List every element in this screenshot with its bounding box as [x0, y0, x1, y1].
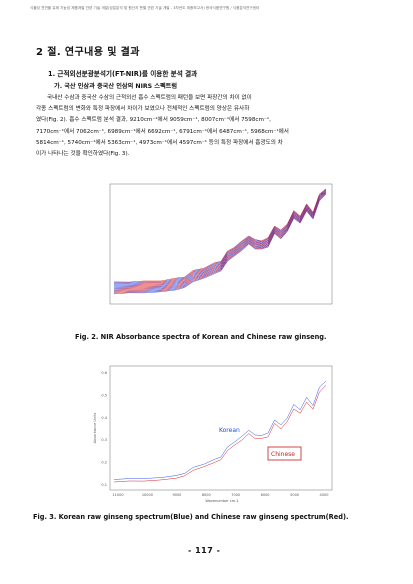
- chinese-spectrum-line: [114, 192, 326, 289]
- legend-korean-label: Korean: [219, 427, 240, 434]
- y-tick-label: 0.6: [101, 371, 107, 375]
- y-tick-label: 0.3: [101, 438, 107, 442]
- figure-2-spectra-lines: [114, 189, 326, 294]
- figure-3-spectra: 11000 10000 9000 8000 7000 6000 5000 4000 0.10.…: [90, 362, 338, 504]
- chinese-spectrum-line: [114, 191, 326, 287]
- paragraph-line: 이가 나타나는 것을 확인하였다(Fig. 3).: [36, 149, 379, 160]
- x-tick-label: 10000: [142, 493, 153, 497]
- section-subtitle: 1. 근적외선분광분석기(FT-NIR)를 이용한 분석 결과: [48, 68, 197, 78]
- x-tick-label: 11000: [112, 493, 123, 497]
- figure-2-caption: Fig. 2. NIR Absorbance spectra of Korean…: [75, 333, 327, 341]
- legend-chinese-label: Chinese: [271, 451, 295, 458]
- section-title: 2 절. 연구내용 및 결과: [36, 43, 140, 58]
- x-tick-label: 9000: [172, 493, 181, 497]
- korean-spectrum-line: [114, 192, 326, 289]
- x-tick-label: 7000: [231, 493, 240, 497]
- page-header: 식물성 천연물 유래 기능성 제품개발 관련 기술 개발(성분분석 및 원산지 …: [30, 6, 405, 11]
- chinese-spectrum-line: [114, 194, 326, 293]
- x-tick-label: 6000: [261, 493, 270, 497]
- korean-spectrum-line: [114, 193, 326, 291]
- figure-2-spectra: [88, 180, 338, 315]
- x-tick-label: 4000: [320, 493, 329, 497]
- x-tick-label: 8000: [202, 493, 211, 497]
- page-number: - 117 -: [188, 546, 220, 555]
- body-paragraph: 국내산 수삼과 중국산 수삼의 근적외선 흡수 스펙트럼의 패턴을 보면 파장간…: [36, 93, 379, 160]
- paragraph-line: 각종 스펙트럼의 변화와 특정 파장에서 차이가 보였으나 전체적인 스펙트럼의…: [36, 104, 379, 115]
- y-tick-label: 0.2: [101, 461, 107, 465]
- subsection-title: 가. 국산 인삼과 중국산 인삼의 NIRS 스펙트럼: [54, 81, 177, 90]
- figure-3-y-label: Absorbance Units: [93, 412, 97, 443]
- chinese-spectrum-line: [114, 193, 326, 291]
- paragraph-line: 7170cm⁻¹에서 7062cm⁻¹, 6989cm⁻¹에서 6692cm⁻¹…: [36, 127, 379, 138]
- x-tick-label: 5000: [290, 493, 299, 497]
- korean-spectrum-line: [114, 191, 326, 287]
- paragraph-line: 5814cm⁻¹, 5740cm⁻¹에서 5363cm⁻¹, 4973cm⁻¹에…: [36, 138, 379, 149]
- figure-2-frame: [110, 184, 332, 304]
- korean-spectrum-line: [114, 194, 326, 294]
- y-tick-label: 0.4: [101, 416, 107, 420]
- figure-3-y-ticks: 0.1 0.2 0.3 0.4 0.5 0.6: [101, 371, 107, 487]
- figure-3-caption: Fig. 3. Korean raw ginseng spectrum(Blue…: [33, 513, 348, 521]
- y-tick-label: 0.1: [101, 483, 107, 487]
- paragraph-line: 국내산 수삼과 중국산 수삼의 근적외선 흡수 스펙트럼의 패턴을 보면 파장간…: [36, 93, 379, 104]
- figure-3-x-ticks: 11000 10000 9000 8000 7000 6000 5000 4000: [112, 493, 328, 497]
- y-tick-label: 0.5: [101, 393, 107, 397]
- paragraph-line: 였다(Fig. 2). 흡수 스펙트럼 분석 결과, 9210cm⁻¹에서 90…: [36, 115, 379, 126]
- figure-3-x-label: Wavenumber cm-1: [205, 499, 238, 503]
- korean-spectrum-line: [114, 193, 326, 292]
